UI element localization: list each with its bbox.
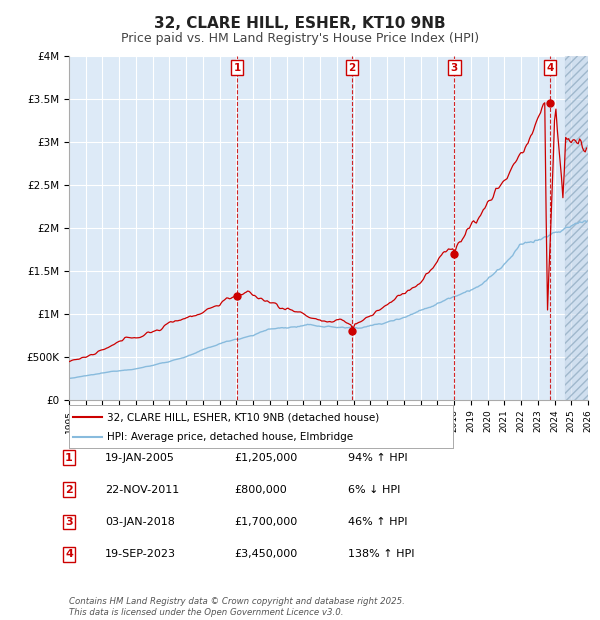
Text: 19-JAN-2005: 19-JAN-2005 (105, 453, 175, 463)
Text: 32, CLARE HILL, ESHER, KT10 9NB: 32, CLARE HILL, ESHER, KT10 9NB (154, 16, 446, 30)
Text: 19-SEP-2023: 19-SEP-2023 (105, 549, 176, 559)
Text: £3,450,000: £3,450,000 (234, 549, 297, 559)
Text: 1: 1 (65, 453, 73, 463)
Text: Contains HM Land Registry data © Crown copyright and database right 2025.
This d: Contains HM Land Registry data © Crown c… (69, 598, 405, 617)
Text: 3: 3 (451, 63, 458, 73)
Text: 32, CLARE HILL, ESHER, KT10 9NB (detached house): 32, CLARE HILL, ESHER, KT10 9NB (detache… (107, 412, 380, 422)
Text: 46% ↑ HPI: 46% ↑ HPI (348, 517, 407, 527)
Bar (565, 56, 588, 400)
Text: 94% ↑ HPI: 94% ↑ HPI (348, 453, 407, 463)
Text: £1,205,000: £1,205,000 (234, 453, 297, 463)
Text: 2: 2 (349, 63, 356, 73)
Text: Price paid vs. HM Land Registry's House Price Index (HPI): Price paid vs. HM Land Registry's House … (121, 32, 479, 45)
Text: 3: 3 (65, 517, 73, 527)
Text: £1,700,000: £1,700,000 (234, 517, 297, 527)
Text: 6% ↓ HPI: 6% ↓ HPI (348, 485, 400, 495)
Text: 03-JAN-2018: 03-JAN-2018 (105, 517, 175, 527)
Text: 4: 4 (65, 549, 73, 559)
Text: 138% ↑ HPI: 138% ↑ HPI (348, 549, 415, 559)
Text: 1: 1 (233, 63, 241, 73)
Text: 4: 4 (546, 63, 554, 73)
Bar (565, 56, 588, 400)
Text: 2: 2 (65, 485, 73, 495)
Text: 22-NOV-2011: 22-NOV-2011 (105, 485, 179, 495)
Text: £800,000: £800,000 (234, 485, 287, 495)
Text: HPI: Average price, detached house, Elmbridge: HPI: Average price, detached house, Elmb… (107, 432, 353, 442)
